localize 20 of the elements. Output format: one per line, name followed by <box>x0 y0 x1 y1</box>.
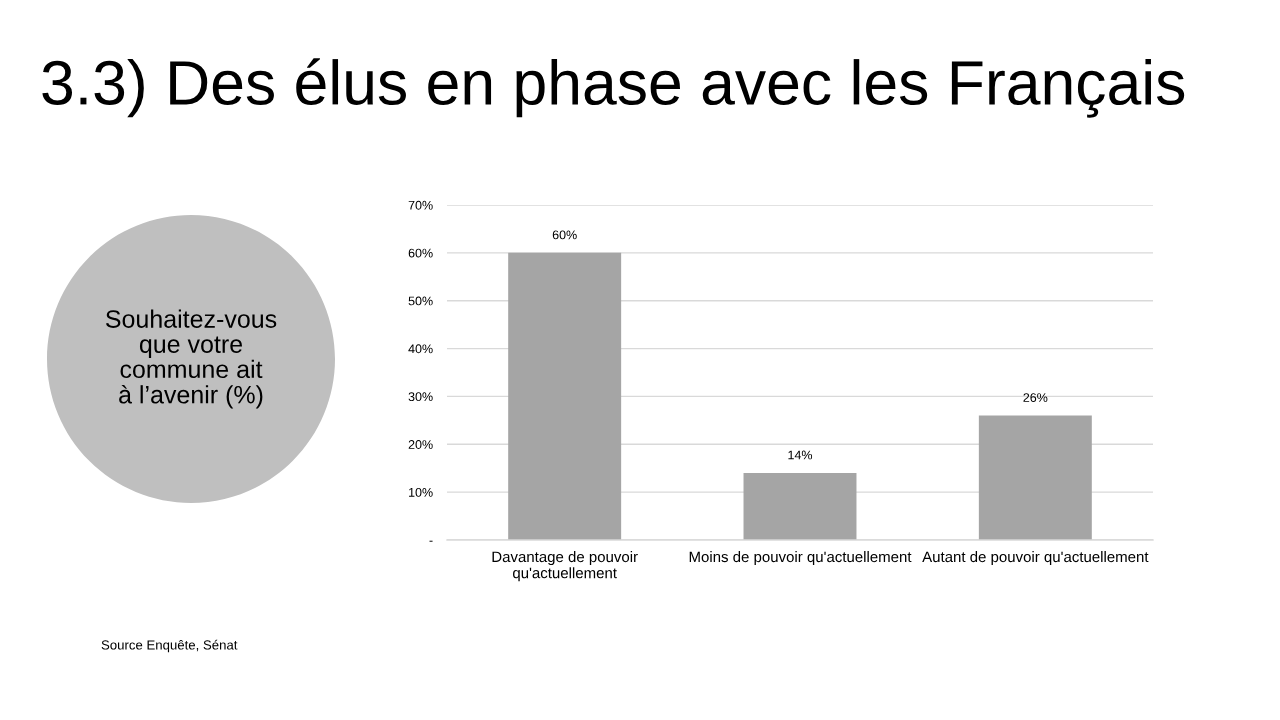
data-label: 60% <box>552 230 577 240</box>
y-tick-label: 70% <box>408 200 433 210</box>
y-tick-label: 30% <box>408 392 433 402</box>
data-label: 26% <box>1023 393 1048 402</box>
y-tick-label: 40% <box>408 344 433 354</box>
y-tick-label: 60% <box>408 248 433 258</box>
y-tick-label: 50% <box>408 296 433 306</box>
bar <box>743 473 857 540</box>
data-label: 14% <box>788 450 813 460</box>
text: Souhaitez-vous que votre commune ait à l’avenir (%) <box>105 309 277 409</box>
x-tick-label: Autant de pouvoir qu'actuellement <box>922 551 1149 566</box>
y-tick-label: - <box>429 540 433 542</box>
x-tick-label: Moins de pouvoir qu'actuellement <box>689 551 912 566</box>
bar <box>978 415 1092 540</box>
y-tick-label: 10% <box>409 487 433 497</box>
y-tick-label: 20% <box>408 440 433 449</box>
x-tick-label: Davantage de pouvoir qu'actuellement <box>492 551 638 582</box>
chart-title: 3.3) Des élus en phase avec les Français <box>42 58 1185 118</box>
source-note: Source Enquête, Sénat <box>101 639 238 653</box>
bar <box>508 252 622 540</box>
